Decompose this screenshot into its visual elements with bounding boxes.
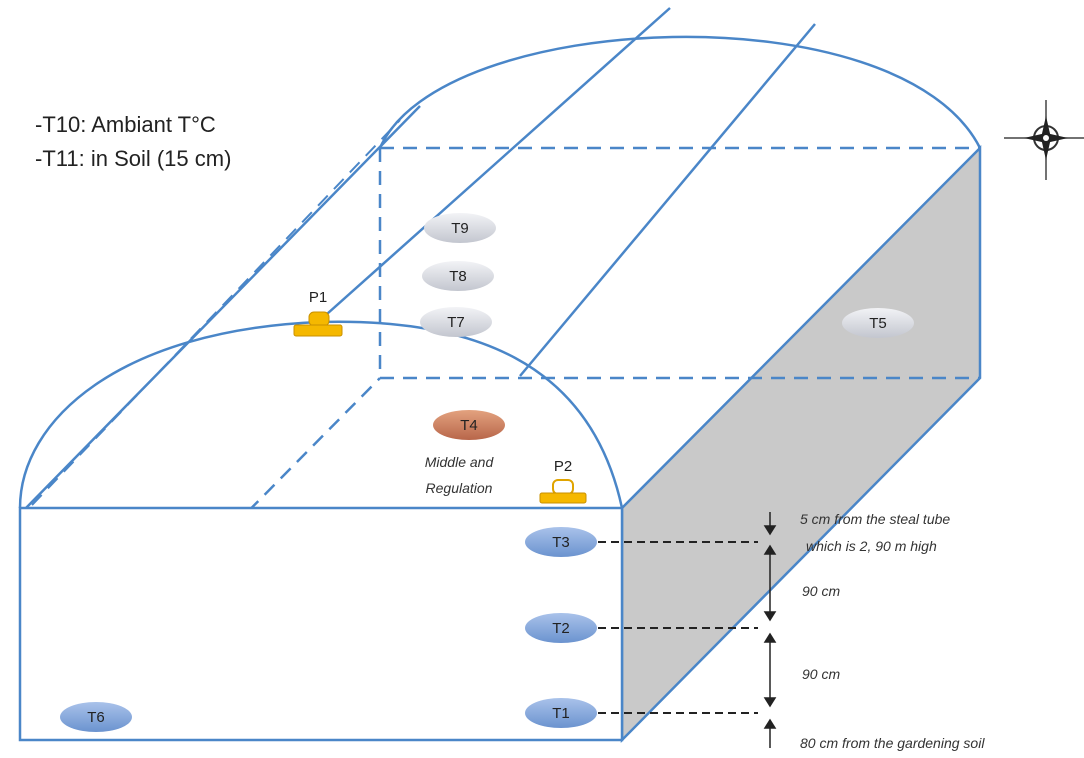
sensor-t6: T6: [60, 702, 132, 732]
roof-line-1: [25, 105, 421, 509]
sensor-t4-label: T4: [460, 417, 478, 434]
sensor-t2-label: T2: [552, 620, 570, 637]
probe-p2-label: P2: [554, 458, 572, 475]
sensor-t8: T8: [422, 261, 494, 291]
sensor-t9: T9: [424, 213, 496, 243]
t4-caption-line1: Middle and: [425, 454, 495, 470]
front-arch: [18, 320, 624, 509]
sensor-t8-label: T8: [449, 268, 467, 285]
sensor-t6-label: T6: [87, 709, 105, 726]
note-soil: -T11: in Soil (15 cm): [35, 146, 232, 171]
sensor-notes: -T10: Ambiant T°C -T11: in Soil (15 cm): [35, 108, 231, 176]
t4-caption-line2: Regulation: [426, 480, 493, 496]
sensor-t9-label: T9: [451, 220, 469, 237]
note-ambient: -T10: Ambiant T°C: [35, 112, 216, 137]
sensor-t7: T7: [420, 307, 492, 337]
probe-p1-label: P1: [309, 289, 327, 306]
sensor-t2: T2: [525, 613, 597, 643]
sensor-t4: T4: [433, 410, 505, 440]
sensor-t3: T3: [525, 527, 597, 557]
dimension-arrows: [763, 512, 777, 748]
sensor-t5: T5: [842, 308, 914, 338]
dim-mid1: 90 cm: [802, 583, 840, 599]
compass-rose-icon: [1004, 100, 1084, 180]
sensor-t7-label: T7: [447, 314, 465, 331]
sensor-t5-label: T5: [869, 315, 887, 332]
greenhouse-side-wall: [620, 144, 982, 744]
roof-line-2: [317, 7, 671, 323]
hidden-roof-diagonal: [31, 119, 401, 506]
probe-p1: P1: [293, 289, 343, 337]
dim-mid2: 90 cm: [802, 666, 840, 682]
sensor-t1-label: T1: [552, 705, 570, 722]
probe-p2: P2: [539, 458, 587, 504]
dim-bottom: 80 cm from the gardening soil: [800, 735, 985, 751]
front-wall: [18, 506, 624, 742]
sensor-t1: T1: [525, 698, 597, 728]
sensor-t3-label: T3: [552, 534, 570, 551]
dim-top-line1: 5 cm from the steal tube: [800, 511, 950, 527]
back-arch: [378, 35, 982, 149]
dim-top-line2: which is 2, 90 m high: [806, 538, 937, 554]
roof-line-3: [519, 23, 816, 377]
